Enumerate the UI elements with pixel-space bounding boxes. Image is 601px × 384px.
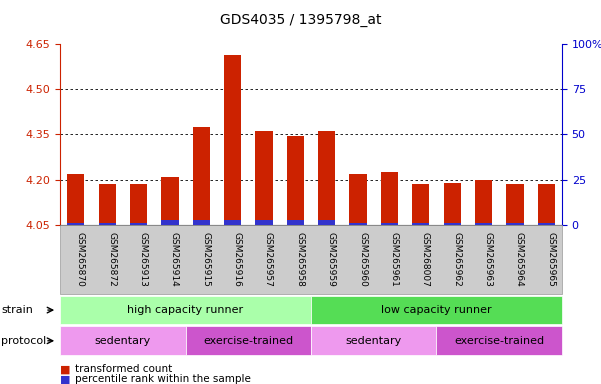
- Bar: [506, 223, 523, 225]
- Bar: [349, 223, 367, 225]
- Text: strain: strain: [1, 305, 33, 315]
- Bar: [99, 184, 116, 225]
- Bar: [192, 220, 210, 225]
- Text: percentile rank within the sample: percentile rank within the sample: [75, 374, 251, 384]
- Bar: [224, 220, 241, 225]
- Bar: [538, 184, 555, 225]
- Text: sedentary: sedentary: [346, 336, 402, 346]
- Text: GSM265916: GSM265916: [233, 232, 242, 286]
- Bar: [255, 220, 273, 225]
- Text: exercise-trained: exercise-trained: [454, 336, 545, 346]
- Text: sedentary: sedentary: [95, 336, 151, 346]
- Text: GSM265915: GSM265915: [201, 232, 210, 286]
- Text: GDS4035 / 1395798_at: GDS4035 / 1395798_at: [220, 13, 381, 27]
- Text: GSM265870: GSM265870: [76, 232, 85, 286]
- Text: GSM265914: GSM265914: [170, 232, 179, 286]
- Bar: [224, 55, 241, 225]
- Bar: [287, 136, 304, 225]
- Text: GSM265965: GSM265965: [546, 232, 555, 286]
- Bar: [412, 223, 430, 225]
- Text: transformed count: transformed count: [75, 364, 172, 374]
- Text: GSM265872: GSM265872: [107, 232, 116, 286]
- Bar: [318, 220, 335, 225]
- Bar: [381, 223, 398, 225]
- Bar: [99, 223, 116, 225]
- Text: GSM265963: GSM265963: [484, 232, 493, 286]
- Text: GSM265957: GSM265957: [264, 232, 273, 286]
- Bar: [255, 131, 273, 225]
- Text: GSM268007: GSM268007: [421, 232, 430, 286]
- Bar: [130, 184, 147, 225]
- Bar: [444, 223, 461, 225]
- Text: GSM265960: GSM265960: [358, 232, 367, 286]
- Bar: [161, 220, 178, 225]
- Text: low capacity runner: low capacity runner: [381, 305, 492, 315]
- Bar: [318, 131, 335, 225]
- Text: GSM265962: GSM265962: [452, 232, 461, 286]
- Bar: [412, 184, 430, 225]
- Bar: [67, 223, 84, 225]
- Bar: [444, 182, 461, 225]
- Bar: [475, 180, 492, 225]
- Bar: [349, 174, 367, 225]
- Text: GSM265959: GSM265959: [327, 232, 336, 286]
- Text: GSM265961: GSM265961: [389, 232, 398, 286]
- Text: ■: ■: [60, 364, 70, 374]
- Bar: [67, 174, 84, 225]
- Text: high capacity runner: high capacity runner: [127, 305, 243, 315]
- Text: GSM265913: GSM265913: [138, 232, 147, 286]
- Text: protocol: protocol: [1, 336, 46, 346]
- Text: ■: ■: [60, 374, 70, 384]
- Bar: [287, 220, 304, 225]
- Bar: [130, 223, 147, 225]
- Bar: [506, 184, 523, 225]
- Bar: [161, 177, 178, 225]
- Bar: [475, 223, 492, 225]
- Text: exercise-trained: exercise-trained: [203, 336, 293, 346]
- Bar: [192, 127, 210, 225]
- Bar: [381, 172, 398, 225]
- Text: GSM265964: GSM265964: [515, 232, 524, 286]
- Text: GSM265958: GSM265958: [295, 232, 304, 286]
- Bar: [538, 223, 555, 225]
